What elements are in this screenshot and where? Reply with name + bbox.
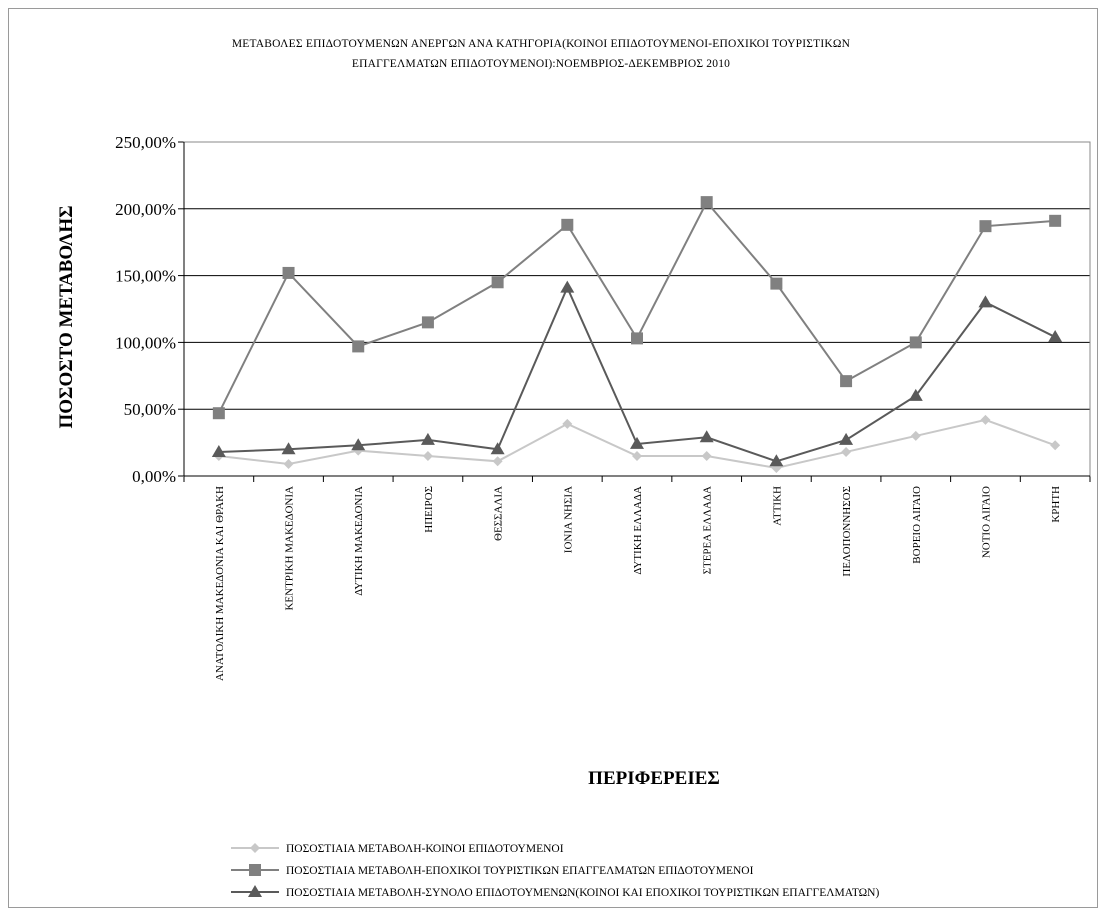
x-tick-label: ΒΟΡΕΙΟ ΑΙΓΑΙΟ [911,486,923,564]
x-tick-label: ΚΡΗΤΗ [1050,486,1062,523]
x-tick-label: ΣΤΕΡΕΑ ΕΛΛΑΔΑ [702,486,714,574]
y-tick-label: 150,00% [115,267,176,286]
data-point-triangle [248,885,262,897]
data-point-diamond [422,450,433,461]
y-tick-label: 100,00% [115,333,176,352]
series-3 [211,280,1063,467]
data-point-triangle [630,436,644,449]
data-point-square [700,196,713,209]
data-point-square [352,340,365,353]
data-point-triangle [978,295,993,308]
x-tick-label: ΑΝΑΤΟΛΙΚΗ ΜΑΚΕΔΟΝΙΑ ΚΑΙ ΘΡΑΚΗ [214,486,226,681]
legend-item-1: ΠΟΣΟΣΤΙΑΙΑ ΜΕΤΑΒΟΛΗ-ΚΟΙΝΟΙ ΕΠΙΔΟΤΟΥΜΕΝΟΙ [231,843,564,855]
chart-title-line1: ΜΕΤΑΒΟΛΕΣ ΕΠΙΔΟΤΟΥΜΕΝΩΝ ΑΝΕΡΓΩΝ ΑΝΑ ΚΑΤΗ… [232,38,851,50]
plot-border [183,141,1091,477]
x-tick-label: ΗΠΕΙΡΟΣ [423,486,435,533]
data-point-triangle [420,432,435,445]
data-point-diamond [492,456,503,467]
data-point-diamond [980,414,991,425]
data-point-triangle [769,454,784,467]
data-point-square [561,218,574,231]
legend-label: ΠΟΣΟΣΤΙΑΙΑ ΜΕΤΑΒΟΛΗ-ΣΥΝΟΛΟ ΕΠΙΔΟΤΟΥΜΕΝΩΝ… [286,887,879,899]
data-point-square [770,277,783,290]
y-axis-title: ΠΟΣΟΣΤΟ ΜΕΤΑΒΟΛΗΣ [56,205,77,428]
y-tick-label: 0,00% [132,467,176,486]
data-point-diamond [701,450,712,461]
y-tick-label: 50,00% [124,400,176,419]
series-group [211,196,1063,473]
data-point-diamond [632,450,642,461]
gridlines [184,141,1090,410]
data-point-diamond [250,843,260,853]
axes [183,141,1091,477]
x-tick-label: ΔΥΤΙΚΗ ΕΛΛΑΔΑ [632,486,644,575]
legend-item-3: ΠΟΣΟΣΤΙΑΙΑ ΜΕΤΑΒΟΛΗ-ΣΥΝΟΛΟ ΕΠΙΔΟΤΟΥΜΕΝΩΝ… [231,885,879,899]
data-point-square [979,220,992,233]
data-point-triangle [490,442,505,455]
data-point-diamond [841,446,852,457]
legend-item-2: ΠΟΣΟΣΤΙΑΙΑ ΜΕΤΑΒΟΛΗ-ΕΠΟΧΙΚΟΙ ΤΟΥΡΙΣΤΙΚΩΝ… [231,864,754,877]
chart-frame: ΜΕΤΑΒΟΛΕΣ ΕΠΙΔΟΤΟΥΜΕΝΩΝ ΑΝΕΡΓΩΝ ΑΝΑ ΚΑΤΗ… [8,8,1098,908]
data-point-diamond [1050,440,1061,451]
data-point-triangle [699,430,714,443]
data-point-square [909,336,922,349]
legend-label: ΠΟΣΟΣΤΙΑΙΑ ΜΕΤΑΒΟΛΗ-ΚΟΙΝΟΙ ΕΠΙΔΟΤΟΥΜΕΝΟΙ [286,843,564,855]
chart-title-line2: ΕΠΑΓΓΕΛΜΑΤΩΝ ΕΠΙΔΟΤΟΥΜΕΝΟΙ):ΝΟΕΜΒΡΙΟΣ-ΔΕ… [352,58,730,70]
line-chart: ΜΕΤΑΒΟΛΕΣ ΕΠΙΔΟΤΟΥΜΕΝΩΝ ΑΝΕΡΓΩΝ ΑΝΑ ΚΑΤΗ… [56,38,1091,899]
data-point-triangle [908,388,923,401]
series-line [217,200,1056,414]
data-point-square [249,864,261,876]
data-point-triangle [211,444,226,457]
data-point-square [421,316,434,329]
data-point-triangle [560,280,575,293]
y-axis-ticks: 0,00% 50,00% 100,00% 150,00% 200,00% 250,00% [115,133,184,486]
x-tick-label: ΚΕΝΤΡΙΚΗ ΜΑΚΕΔΟΝΙΑ [284,486,296,611]
data-point-triangle [1048,330,1063,343]
data-point-diamond [283,458,294,469]
data-point-triangle [281,442,296,455]
data-point-square [840,375,853,388]
legend: ΠΟΣΟΣΤΙΑΙΑ ΜΕΤΑΒΟΛΗ-ΚΟΙΝΟΙ ΕΠΙΔΟΤΟΥΜΕΝΟΙ… [231,843,879,899]
data-point-square [631,332,643,345]
series-line [218,285,1056,463]
x-tick-label: ΑΤΤΙΚΗ [771,486,783,526]
x-tick-label: ΔΥΤΙΚΗ ΜΑΚΕΔΟΝΙΑ [353,486,365,596]
data-point-diamond [562,418,573,429]
x-tick-label: ΙΟΝΙΑ ΝΗΣΙΑ [562,486,574,553]
data-point-square [491,276,504,289]
data-point-triangle [351,438,366,451]
legend-label: ΠΟΣΟΣΤΙΑΙΑ ΜΕΤΑΒΟΛΗ-ΕΠΟΧΙΚΟΙ ΤΟΥΡΙΣΤΙΚΩΝ… [286,865,754,877]
data-point-square [282,266,295,279]
x-tick-label: ΘΕΣΣΑΛΙΑ [493,486,505,541]
x-axis-title: ΠΕΡΙΦΕΡΕΙΕΣ [588,768,720,789]
data-point-triangle [839,432,854,445]
x-tick-label: ΝΟΤΙΟ ΑΙΓΑΙΟ [980,486,992,558]
data-point-square [212,407,225,420]
x-axis-ticks: ΑΝΑΤΟΛΙΚΗ ΜΑΚΕΔΟΝΙΑ ΚΑΙ ΘΡΑΚΗ ΚΕΝΤΡΙΚΗ ΜΑ… [183,476,1091,681]
x-tick-label: ΠΕΛΟΠΟΝΝΗΣΟΣ [841,486,853,577]
data-point-square [1049,214,1062,227]
series-2 [212,196,1062,420]
y-tick-label: 200,00% [115,200,176,219]
data-point-diamond [910,430,921,441]
y-tick-label: 250,00% [115,133,176,152]
